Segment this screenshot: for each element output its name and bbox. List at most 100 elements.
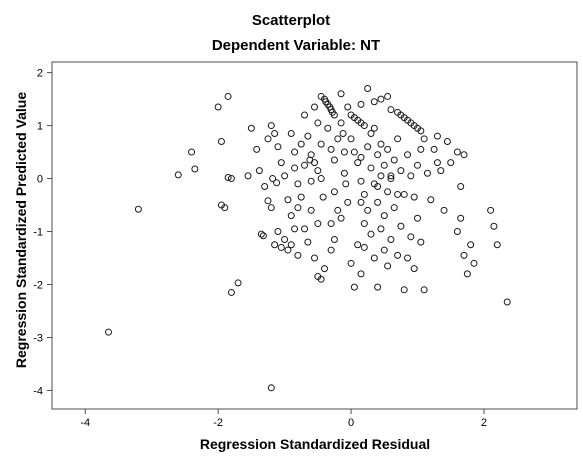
data-point <box>287 130 295 138</box>
data-point <box>367 230 375 238</box>
data-point <box>214 103 222 111</box>
data-point <box>247 124 255 132</box>
data-point <box>364 84 372 92</box>
data-point <box>274 143 282 151</box>
data-point <box>301 225 309 233</box>
data-point <box>221 204 229 212</box>
data-point <box>227 175 235 183</box>
data-point <box>334 206 342 214</box>
data-point <box>224 92 232 100</box>
data-point <box>294 204 302 212</box>
data-point <box>374 151 382 159</box>
data-point <box>427 196 435 204</box>
data-point <box>291 148 299 156</box>
data-point <box>340 148 348 156</box>
data-point <box>414 161 422 169</box>
y-tick-label: -1 <box>33 227 43 239</box>
data-point <box>314 167 322 175</box>
data-point <box>387 172 395 180</box>
data-point <box>374 198 382 206</box>
data-point <box>374 182 382 190</box>
data-point <box>460 151 468 159</box>
data-point <box>443 137 451 145</box>
data-point <box>503 298 511 306</box>
data-point <box>400 286 408 294</box>
data-point <box>301 161 309 169</box>
data-point <box>400 190 408 198</box>
data-point <box>311 103 318 111</box>
data-point <box>437 167 445 175</box>
data-point <box>453 228 461 236</box>
data-point <box>174 171 182 179</box>
data-point <box>344 198 352 206</box>
data-point <box>274 228 282 236</box>
data-point <box>370 124 378 132</box>
y-tick-label: 0 <box>37 174 43 186</box>
data-point <box>417 127 425 135</box>
data-point <box>273 179 281 187</box>
data-point <box>277 243 285 251</box>
data-point <box>457 182 465 190</box>
data-point <box>404 254 412 262</box>
x-tick-label: -4 <box>80 417 90 429</box>
data-point <box>493 241 501 249</box>
data-point <box>370 98 378 106</box>
data-point <box>294 180 302 188</box>
data-point <box>317 140 325 148</box>
data-point <box>281 172 289 180</box>
data-point <box>430 145 438 153</box>
data-point <box>294 251 302 259</box>
x-axis: -4 -2 0 2 <box>80 409 487 429</box>
data-point <box>367 164 375 172</box>
data-point <box>314 220 322 228</box>
data-point <box>224 173 232 181</box>
x-axis-label: Regression Standardized Residual <box>200 436 430 452</box>
data-point <box>234 279 242 287</box>
data-point <box>387 175 395 183</box>
y-axis-label: Regression Standardized Predicted Value <box>13 92 29 368</box>
data-point <box>407 172 415 180</box>
data-point <box>320 265 328 273</box>
data-point <box>410 265 418 273</box>
data-point <box>360 190 368 198</box>
data-point <box>347 135 355 143</box>
data-point <box>357 100 365 108</box>
data-point <box>487 206 495 214</box>
data-point <box>339 130 347 138</box>
data-point <box>347 259 355 267</box>
data-point <box>307 206 315 214</box>
data-point <box>264 135 272 143</box>
data-point <box>457 214 465 222</box>
data-point <box>291 164 299 172</box>
data-point <box>301 111 309 119</box>
data-point <box>360 220 368 228</box>
data-point <box>277 159 285 167</box>
data-point <box>417 145 425 153</box>
data-point <box>311 159 318 167</box>
data-point <box>307 177 315 185</box>
data-point <box>287 241 295 249</box>
data-point <box>354 241 362 249</box>
data-point <box>337 119 345 127</box>
data-point <box>134 205 142 213</box>
data-point <box>433 132 441 140</box>
data-point <box>291 225 299 233</box>
x-tick-label: 0 <box>348 417 354 429</box>
data-point <box>367 130 375 138</box>
data-point <box>387 235 395 243</box>
plot-area <box>51 61 578 410</box>
data-point <box>317 175 325 183</box>
data-point <box>271 241 279 249</box>
data-point <box>357 177 365 185</box>
data-point <box>390 204 398 212</box>
data-point <box>470 259 478 267</box>
data-point <box>380 246 388 254</box>
data-point <box>384 262 392 270</box>
data-point <box>384 188 392 196</box>
data-point <box>350 148 358 156</box>
data-point <box>244 172 252 180</box>
data-point <box>420 286 428 294</box>
chart-title: Scatterplot <box>252 12 330 29</box>
x-tick-label: -2 <box>213 417 223 429</box>
